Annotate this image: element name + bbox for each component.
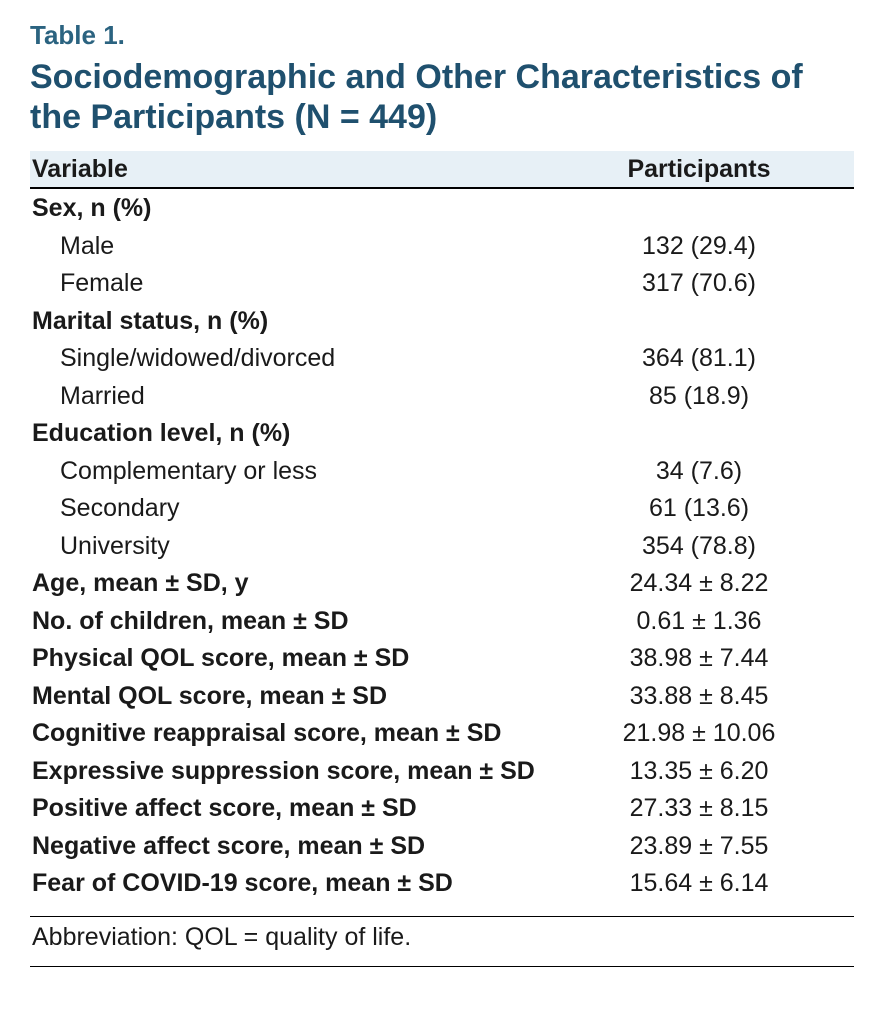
row-variable: Marital status, n (%) [30, 304, 544, 339]
row-variable: Married [30, 379, 544, 414]
row-value: 38.98 ± 7.44 [544, 641, 854, 676]
table-row: Negative affect score, mean ± SD23.89 ± … [30, 827, 854, 865]
table-row: Male132 (29.4) [30, 227, 854, 265]
table-row: Secondary61 (13.6) [30, 489, 854, 527]
table-row: Cognitive reappraisal score, mean ± SD21… [30, 714, 854, 752]
table-label: Table 1. [30, 20, 854, 51]
table-row: University354 (78.8) [30, 527, 854, 565]
row-variable: Female [30, 266, 544, 301]
table-row: Physical QOL score, mean ± SD38.98 ± 7.4… [30, 639, 854, 677]
table-title: Sociodemographic and Other Characteristi… [30, 57, 854, 137]
table-row: Positive affect score, mean ± SD27.33 ± … [30, 789, 854, 827]
row-variable: Physical QOL score, mean ± SD [30, 641, 544, 676]
row-value: 27.33 ± 8.15 [544, 791, 854, 826]
row-value: 317 (70.6) [544, 266, 854, 301]
row-variable: Male [30, 229, 544, 264]
table-row: Married85 (18.9) [30, 377, 854, 415]
row-value: 21.98 ± 10.06 [544, 716, 854, 751]
table-footnote: Abbreviation: QOL = quality of life. [30, 923, 854, 960]
table-row: Single/widowed/divorced364 (81.1) [30, 339, 854, 377]
row-value: 85 (18.9) [544, 379, 854, 414]
footnote-separator [30, 916, 854, 917]
table-row: Mental QOL score, mean ± SD33.88 ± 8.45 [30, 677, 854, 715]
row-value: 24.34 ± 8.22 [544, 566, 854, 601]
row-variable: Single/widowed/divorced [30, 341, 544, 376]
row-variable: Positive affect score, mean ± SD [30, 791, 544, 826]
table-row: Sex, n (%) [30, 189, 854, 227]
row-variable: Secondary [30, 491, 544, 526]
row-value: 23.89 ± 7.55 [544, 829, 854, 864]
row-variable: Negative affect score, mean ± SD [30, 829, 544, 864]
row-variable: Fear of COVID-19 score, mean ± SD [30, 866, 544, 901]
row-value: 15.64 ± 6.14 [544, 866, 854, 901]
row-value: 33.88 ± 8.45 [544, 679, 854, 714]
row-variable: Complementary or less [30, 454, 544, 489]
header-participants: Participants [544, 155, 854, 184]
table-row: Complementary or less34 (7.6) [30, 452, 854, 490]
row-value: 132 (29.4) [544, 229, 854, 264]
table-row: Female317 (70.6) [30, 264, 854, 302]
row-variable: Age, mean ± SD, y [30, 566, 544, 601]
table-header-row: Variable Participants [30, 151, 854, 189]
row-value: 0.61 ± 1.36 [544, 604, 854, 639]
row-variable: No. of children, mean ± SD [30, 604, 544, 639]
row-value: 13.35 ± 6.20 [544, 754, 854, 789]
row-variable: Education level, n (%) [30, 416, 544, 451]
table-row: Expressive suppression score, mean ± SD1… [30, 752, 854, 790]
row-variable: Mental QOL score, mean ± SD [30, 679, 544, 714]
footnote-bottom-rule [30, 966, 854, 967]
table-row: Age, mean ± SD, y24.34 ± 8.22 [30, 564, 854, 602]
row-value: 364 (81.1) [544, 341, 854, 376]
table-row: Marital status, n (%) [30, 302, 854, 340]
table-body: Sex, n (%)Male132 (29.4)Female317 (70.6)… [30, 189, 854, 902]
table-row: Education level, n (%) [30, 414, 854, 452]
table-row: No. of children, mean ± SD0.61 ± 1.36 [30, 602, 854, 640]
row-variable: Sex, n (%) [30, 191, 544, 226]
row-value: 34 (7.6) [544, 454, 854, 489]
row-value: 61 (13.6) [544, 491, 854, 526]
header-variable: Variable [30, 155, 544, 184]
table-row: Fear of COVID-19 score, mean ± SD15.64 ±… [30, 864, 854, 902]
row-value: 354 (78.8) [544, 529, 854, 564]
row-variable: Expressive suppression score, mean ± SD [30, 754, 544, 789]
row-variable: University [30, 529, 544, 564]
row-variable: Cognitive reappraisal score, mean ± SD [30, 716, 544, 751]
